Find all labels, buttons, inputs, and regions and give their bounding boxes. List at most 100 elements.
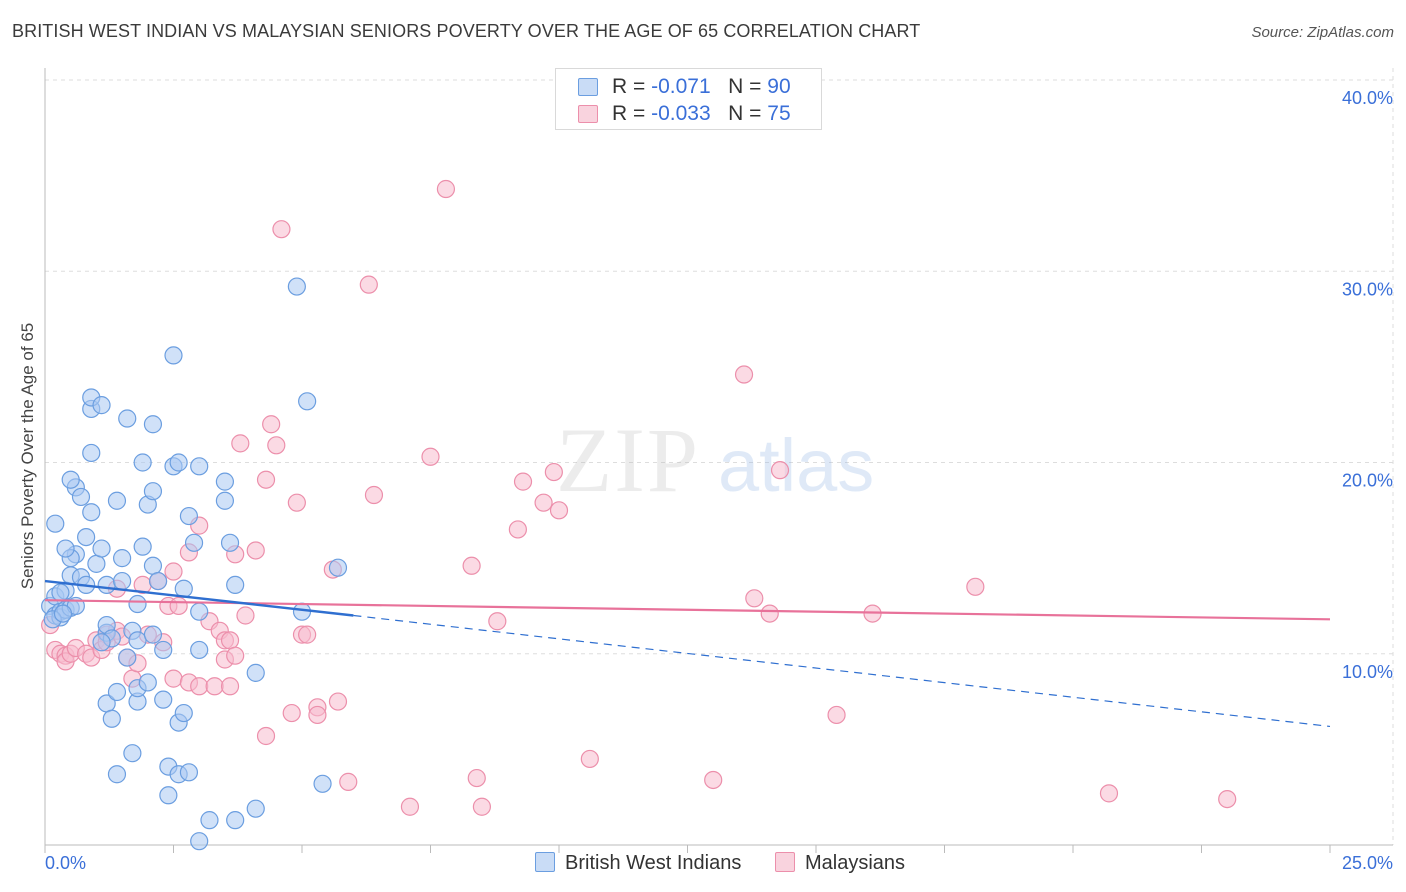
- malaysian-point-38: [226, 646, 245, 665]
- malaysian-point-68: [534, 493, 553, 512]
- malaysian-point-76: [770, 461, 790, 480]
- malaysian-point-63: [467, 768, 486, 788]
- malaysian-point-56: [339, 772, 358, 791]
- watermark-zip: ZIP: [556, 409, 700, 511]
- legend-blue-n-label: N =: [728, 75, 762, 98]
- bwi-point-78: [220, 533, 240, 552]
- legend-pink-r-label: R =: [612, 102, 646, 125]
- malaysian-point-29: [190, 677, 209, 696]
- malaysian-point-32: [205, 677, 224, 696]
- y-tick-label-0: 10.0%: [1342, 662, 1393, 682]
- malaysian-point-43: [256, 470, 276, 489]
- bottom-legend-pink: Malaysians: [775, 852, 905, 875]
- bwi-point-41: [118, 648, 137, 667]
- bwi-point-36: [107, 491, 127, 510]
- bwi-point-76: [190, 832, 209, 851]
- malaysian-point-44: [256, 726, 276, 746]
- bwi-point-34: [92, 633, 111, 652]
- watermark-atlas: atlas: [718, 424, 874, 507]
- bwi-point-57: [154, 690, 173, 709]
- bwi-point-28: [97, 575, 116, 595]
- y-axis-label: Seniors Poverty Over the Age of 65: [18, 323, 37, 589]
- bottom-legend-swatch-blue: [535, 852, 555, 872]
- grid-lines: [45, 68, 1394, 845]
- bwi-point-14: [56, 539, 75, 558]
- trend-lines: [44, 579, 1331, 728]
- bwi-point-37: [107, 765, 127, 784]
- malaysian-point-47: [272, 220, 291, 239]
- bwi-point-21: [82, 443, 101, 463]
- malaysians-trend-line: [44, 599, 1331, 621]
- malaysian-point-48: [282, 703, 301, 723]
- bwi-trend-line-extension: [353, 614, 1331, 728]
- y-tick-label-2: 30.0%: [1342, 279, 1393, 299]
- legend-swatch-pink: [578, 105, 598, 123]
- bwi-point-58: [154, 640, 173, 660]
- bwi-point-54: [143, 415, 163, 434]
- malaysian-point-64: [472, 797, 491, 816]
- y-tick-labels: 10.0% 20.0% 30.0% 40.0%: [1342, 88, 1393, 682]
- bwi-point-40: [118, 409, 137, 428]
- malaysian-point-80: [1099, 784, 1119, 803]
- bwi-point-79: [215, 472, 234, 491]
- bwi-point-85: [298, 392, 317, 411]
- bwi-point-70: [190, 457, 209, 476]
- malaysian-point-25: [164, 669, 183, 688]
- malaysian-point-58: [364, 485, 384, 505]
- malaysian-point-59: [400, 797, 420, 816]
- malaysian-point-60: [421, 447, 440, 466]
- bwi-point-26: [92, 396, 111, 415]
- malaysian-point-41: [236, 606, 255, 625]
- malaysian-point-61: [436, 179, 456, 199]
- bwi-point-27: [92, 539, 111, 558]
- bwi-point-87: [328, 558, 348, 577]
- bwi-point-77: [215, 491, 234, 510]
- legend-blue-r-value: -0.071: [651, 75, 711, 98]
- bwi-point-47: [128, 594, 147, 614]
- watermark: ZIP atlas: [556, 409, 874, 511]
- bwi-point-60: [159, 786, 178, 805]
- bwi-point-71: [184, 533, 204, 552]
- malaysian-point-71: [580, 749, 599, 769]
- bwi-point-8: [46, 514, 65, 533]
- malaysian-point-79: [966, 577, 985, 596]
- bwi-point-44: [128, 631, 147, 650]
- malaysian-point-42: [246, 541, 265, 560]
- malaysian-point-81: [1218, 789, 1237, 809]
- bwi-point-22: [82, 503, 101, 522]
- bwi-point-35: [107, 682, 127, 702]
- malaysian-point-24: [164, 562, 183, 581]
- y-tick-label-1: 20.0%: [1342, 471, 1393, 491]
- bwi-point-38: [112, 549, 132, 568]
- source-credit: Source: ZipAtlas.com: [1251, 24, 1394, 41]
- bwi-point-84: [292, 602, 312, 621]
- malaysian-point-37: [220, 631, 240, 650]
- y-tick-label-3: 40.0%: [1342, 88, 1393, 108]
- bwi-point-48: [133, 537, 152, 556]
- bwi-point-19: [77, 527, 96, 547]
- bwi-point-74: [200, 811, 219, 830]
- bwi-point-23: [87, 554, 106, 573]
- bwi-point-53: [143, 556, 163, 575]
- malaysian-point-69: [544, 462, 563, 482]
- malaysian-point-57: [359, 275, 378, 294]
- x-tick-labels: 0.0% 25.0%: [45, 853, 1393, 873]
- bwi-point-67: [174, 579, 193, 598]
- malaysian-point-73: [734, 365, 754, 384]
- bwi-point-18: [71, 487, 91, 507]
- bottom-legend-label-pink: Malaysians: [805, 852, 906, 874]
- bwi-point-81: [246, 663, 265, 682]
- bwi-point-65: [174, 703, 193, 723]
- malaysian-point-26: [169, 596, 188, 616]
- malaysian-point-70: [549, 501, 569, 520]
- bwi-point-68: [179, 506, 199, 526]
- malaysian-point-55: [328, 692, 348, 711]
- bwi-point-69: [190, 602, 209, 621]
- bwi-point-31: [102, 709, 121, 728]
- legend-pink-r-value: -0.033: [651, 102, 711, 125]
- bottom-legend-blue: British West Indians: [535, 852, 741, 875]
- malaysian-point-40: [231, 434, 250, 453]
- bwi-point-75: [226, 811, 245, 830]
- malaysian-point-72: [704, 770, 723, 790]
- malaysian-point-77: [827, 705, 846, 725]
